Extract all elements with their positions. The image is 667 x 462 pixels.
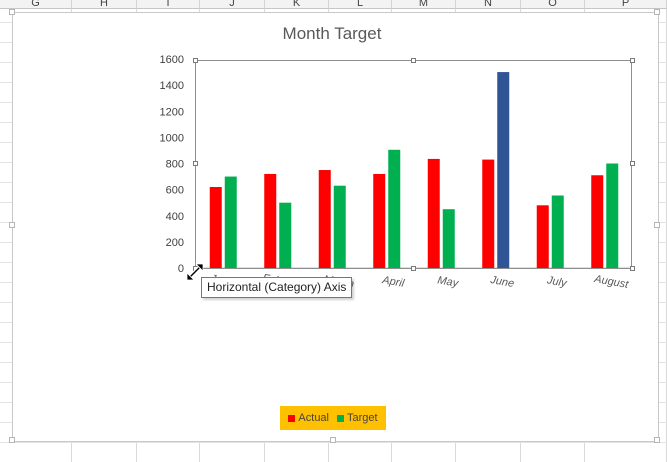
y-tick-label: 400: [166, 211, 184, 223]
bar-target-june[interactable]: [497, 72, 510, 268]
chart-resize-handle-top-right[interactable]: [654, 9, 660, 15]
legend-label: Actual: [298, 412, 329, 424]
y-tick-label: 1000: [160, 132, 184, 144]
chart-resize-handle-left[interactable]: [9, 222, 15, 228]
chart-legend[interactable]: Actual Target: [280, 406, 386, 430]
bar-actual-february[interactable]: [264, 173, 277, 268]
chart-resize-handle-top-left[interactable]: [9, 9, 15, 15]
plot-handle-left[interactable]: [193, 161, 198, 166]
x-tick-label: April: [380, 274, 405, 290]
x-tick-label: May: [436, 274, 460, 290]
y-tick-label: 1600: [160, 54, 184, 66]
plot-handle-bottom[interactable]: [411, 266, 416, 271]
bar-actual-may[interactable]: [427, 158, 440, 268]
column-header-l[interactable]: L: [329, 0, 392, 9]
bar-actual-january[interactable]: [209, 187, 222, 268]
column-header-o[interactable]: O: [521, 0, 585, 9]
axis-tooltip: Horizontal (Category) Axis: [201, 277, 353, 298]
bar-actual-august[interactable]: [591, 175, 604, 268]
legend-label: Target: [347, 412, 378, 424]
x-tick-label: June: [488, 274, 515, 290]
bar-target-january[interactable]: [224, 176, 237, 268]
y-tick-label: 200: [166, 237, 184, 249]
bar-target-may[interactable]: [442, 209, 455, 268]
plot-area[interactable]: [195, 60, 632, 269]
bar-actual-june[interactable]: [482, 159, 495, 268]
plot-handle-top-left[interactable]: [193, 58, 198, 63]
chart-resize-handle-bottom-left[interactable]: [9, 437, 15, 443]
y-tick-label: 1400: [160, 80, 184, 92]
column-header-g[interactable]: G: [0, 0, 72, 9]
chart-resize-handle-bottom[interactable]: [330, 437, 336, 443]
legend-item-target[interactable]: Target: [337, 412, 378, 424]
bar-target-august[interactable]: [606, 163, 619, 269]
plot-handle-top[interactable]: [411, 58, 416, 63]
column-header-h[interactable]: H: [72, 0, 137, 9]
legend-swatch: [288, 414, 296, 422]
chart-resize-handle-bottom-right[interactable]: [654, 437, 660, 443]
bar-target-february[interactable]: [279, 202, 292, 268]
x-tick-label: August: [592, 273, 630, 291]
legend-swatch: [337, 414, 344, 422]
y-tick-label: 800: [166, 159, 184, 171]
plot-handle-top-right[interactable]: [630, 58, 635, 63]
y-tick-label: 600: [166, 185, 184, 197]
column-header-i[interactable]: I: [137, 0, 200, 9]
column-header-m[interactable]: M: [392, 0, 456, 9]
plot-handle-right[interactable]: [630, 161, 635, 166]
column-header-k[interactable]: K: [265, 0, 329, 9]
plot-handle-bottom-right[interactable]: [630, 266, 635, 271]
y-tick-label: 0: [178, 263, 184, 275]
resize-cursor-icon: [186, 263, 204, 281]
bar-target-july[interactable]: [551, 195, 564, 268]
bar-actual-july[interactable]: [536, 205, 549, 268]
column-header-j[interactable]: J: [200, 0, 265, 9]
bar-target-march[interactable]: [333, 185, 346, 268]
chart-resize-handle-right[interactable]: [654, 222, 660, 228]
x-tick-label: July: [545, 274, 569, 290]
y-tick-label: 1200: [160, 106, 184, 118]
bar-actual-april[interactable]: [373, 173, 386, 268]
bar-target-april[interactable]: [388, 149, 401, 268]
column-header-n[interactable]: N: [456, 0, 521, 9]
legend-item-actual[interactable]: Actual: [288, 412, 329, 424]
chart-title[interactable]: Month Target: [282, 24, 382, 43]
bar-actual-march[interactable]: [318, 170, 331, 268]
